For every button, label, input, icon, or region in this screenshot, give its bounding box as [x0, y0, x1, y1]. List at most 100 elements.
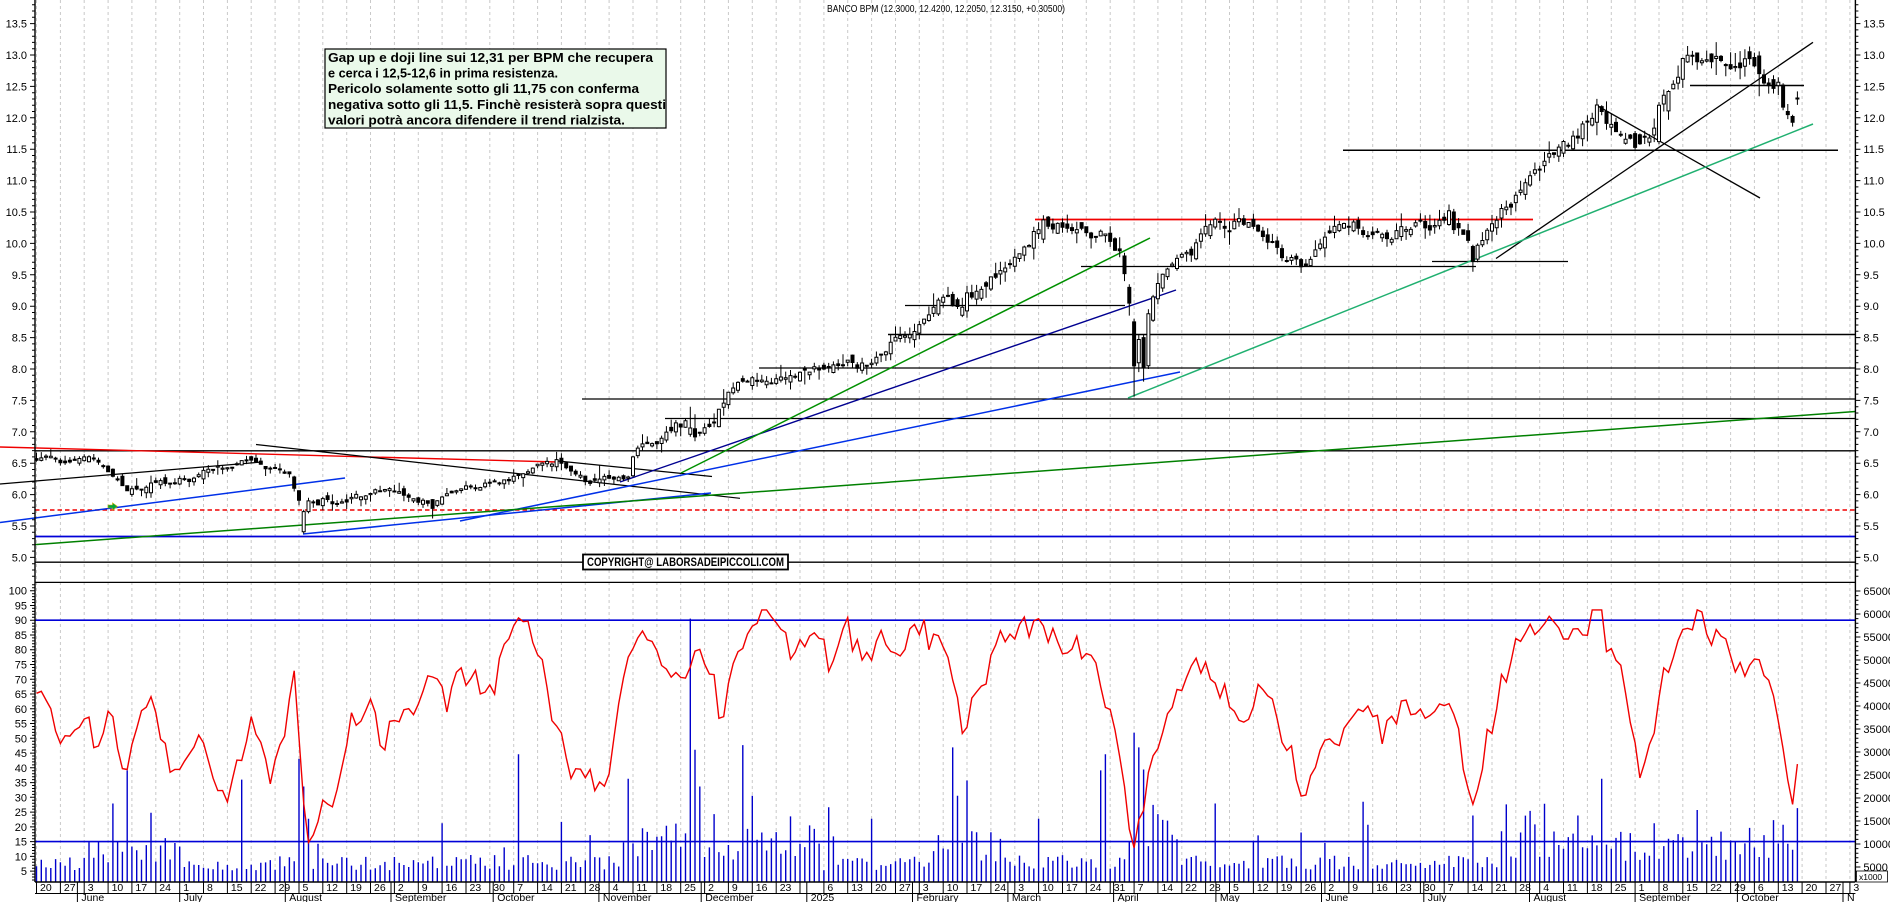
svg-text:N: N	[1847, 892, 1855, 902]
svg-text:5: 5	[1233, 882, 1239, 894]
svg-text:20: 20	[40, 882, 52, 894]
svg-text:95: 95	[15, 601, 27, 613]
svg-text:19: 19	[350, 882, 362, 894]
svg-text:3: 3	[1018, 882, 1024, 894]
svg-text:6.0: 6.0	[1863, 490, 1878, 502]
svg-text:25: 25	[1615, 882, 1627, 894]
svg-text:17: 17	[1066, 882, 1078, 894]
svg-text:22: 22	[1710, 882, 1722, 894]
svg-text:20000: 20000	[1863, 793, 1890, 805]
svg-text:29: 29	[279, 882, 291, 894]
svg-text:85: 85	[15, 630, 27, 642]
svg-text:65000: 65000	[1863, 586, 1890, 598]
svg-text:September: September	[395, 892, 447, 902]
svg-text:21: 21	[1496, 882, 1508, 894]
svg-text:5.5: 5.5	[12, 521, 27, 533]
svg-text:valori potrà ancora difendere: valori potrà ancora difendere il trend r…	[328, 112, 625, 127]
svg-text:13.0: 13.0	[1863, 50, 1884, 62]
svg-text:7: 7	[517, 882, 523, 894]
svg-text:12.0: 12.0	[1863, 113, 1884, 125]
svg-text:25000: 25000	[1863, 770, 1890, 782]
svg-text:5.0: 5.0	[1863, 552, 1878, 564]
svg-text:x1000: x1000	[1859, 872, 1882, 882]
svg-text:25: 25	[684, 882, 696, 894]
svg-text:5.5: 5.5	[1863, 521, 1878, 533]
svg-text:10: 10	[112, 882, 124, 894]
svg-text:16: 16	[1376, 882, 1388, 894]
svg-text:4: 4	[613, 882, 619, 894]
svg-text:18: 18	[1591, 882, 1603, 894]
svg-text:9.0: 9.0	[12, 301, 27, 313]
svg-text:70: 70	[15, 674, 27, 686]
svg-text:27: 27	[899, 882, 911, 894]
svg-text:2: 2	[1328, 882, 1334, 894]
svg-text:December: December	[705, 892, 754, 902]
svg-text:5: 5	[21, 866, 27, 878]
svg-text:10: 10	[947, 882, 959, 894]
svg-text:June: June	[1326, 892, 1349, 902]
svg-text:28: 28	[589, 882, 601, 894]
svg-text:6: 6	[827, 882, 833, 894]
svg-text:10.0: 10.0	[6, 238, 27, 250]
svg-text:November: November	[603, 892, 652, 902]
svg-text:8.5: 8.5	[12, 333, 27, 345]
svg-text:9: 9	[422, 882, 428, 894]
svg-text:13: 13	[851, 882, 863, 894]
svg-text:5: 5	[303, 882, 309, 894]
svg-text:July: July	[184, 892, 203, 902]
svg-text:80: 80	[15, 645, 27, 657]
svg-text:65: 65	[15, 689, 27, 701]
svg-text:26: 26	[374, 882, 386, 894]
svg-text:11.0: 11.0	[6, 176, 27, 188]
svg-text:50: 50	[15, 733, 27, 745]
svg-text:16: 16	[756, 882, 768, 894]
svg-text:8: 8	[207, 882, 213, 894]
svg-text:25: 25	[15, 807, 27, 819]
svg-text:7.5: 7.5	[12, 395, 27, 407]
svg-text:100: 100	[9, 586, 27, 598]
svg-text:27: 27	[64, 882, 76, 894]
svg-text:20: 20	[15, 822, 27, 834]
svg-text:12.0: 12.0	[6, 113, 27, 125]
svg-text:22: 22	[1185, 882, 1197, 894]
svg-text:9.5: 9.5	[1863, 270, 1878, 282]
svg-text:3: 3	[88, 882, 94, 894]
svg-text:2: 2	[708, 882, 714, 894]
svg-text:55000: 55000	[1863, 632, 1890, 644]
svg-text:35: 35	[15, 778, 27, 790]
svg-text:6.0: 6.0	[12, 490, 27, 502]
svg-text:May: May	[1220, 892, 1241, 902]
svg-text:11.5: 11.5	[6, 144, 27, 156]
svg-text:October: October	[1741, 892, 1779, 902]
svg-text:7: 7	[1138, 882, 1144, 894]
svg-text:1: 1	[1639, 882, 1645, 894]
svg-text:23: 23	[1400, 882, 1412, 894]
svg-text:24: 24	[1090, 882, 1102, 894]
svg-text:June: June	[81, 892, 104, 902]
svg-text:9: 9	[732, 882, 738, 894]
svg-text:28: 28	[1519, 882, 1531, 894]
svg-text:28: 28	[1209, 882, 1221, 894]
svg-text:2: 2	[398, 882, 404, 894]
svg-text:10: 10	[1042, 882, 1054, 894]
svg-text:September: September	[1639, 892, 1691, 902]
svg-text:Gap up e doji line sui 12,31 p: Gap up e doji line sui 12,31 per BPM che…	[328, 50, 654, 65]
svg-text:13: 13	[1782, 882, 1794, 894]
svg-text:60000: 60000	[1863, 609, 1890, 621]
svg-text:31: 31	[1114, 882, 1126, 894]
svg-text:60: 60	[15, 704, 27, 716]
svg-text:5.0: 5.0	[12, 552, 27, 564]
svg-text:55: 55	[15, 719, 27, 731]
svg-text:26: 26	[1305, 882, 1317, 894]
svg-text:18: 18	[660, 882, 672, 894]
svg-text:16: 16	[446, 882, 458, 894]
svg-text:February: February	[917, 892, 960, 902]
svg-text:COPYRIGHT@ LABORSADEIPICCOLI.C: COPYRIGHT@ LABORSADEIPICCOLI.COM	[587, 557, 784, 569]
svg-text:7.0: 7.0	[12, 427, 27, 439]
svg-text:75: 75	[15, 660, 27, 672]
svg-text:30: 30	[15, 792, 27, 804]
svg-text:3: 3	[1853, 882, 1859, 894]
svg-text:10000: 10000	[1863, 839, 1890, 851]
svg-text:23: 23	[780, 882, 792, 894]
svg-text:14: 14	[1161, 882, 1173, 894]
